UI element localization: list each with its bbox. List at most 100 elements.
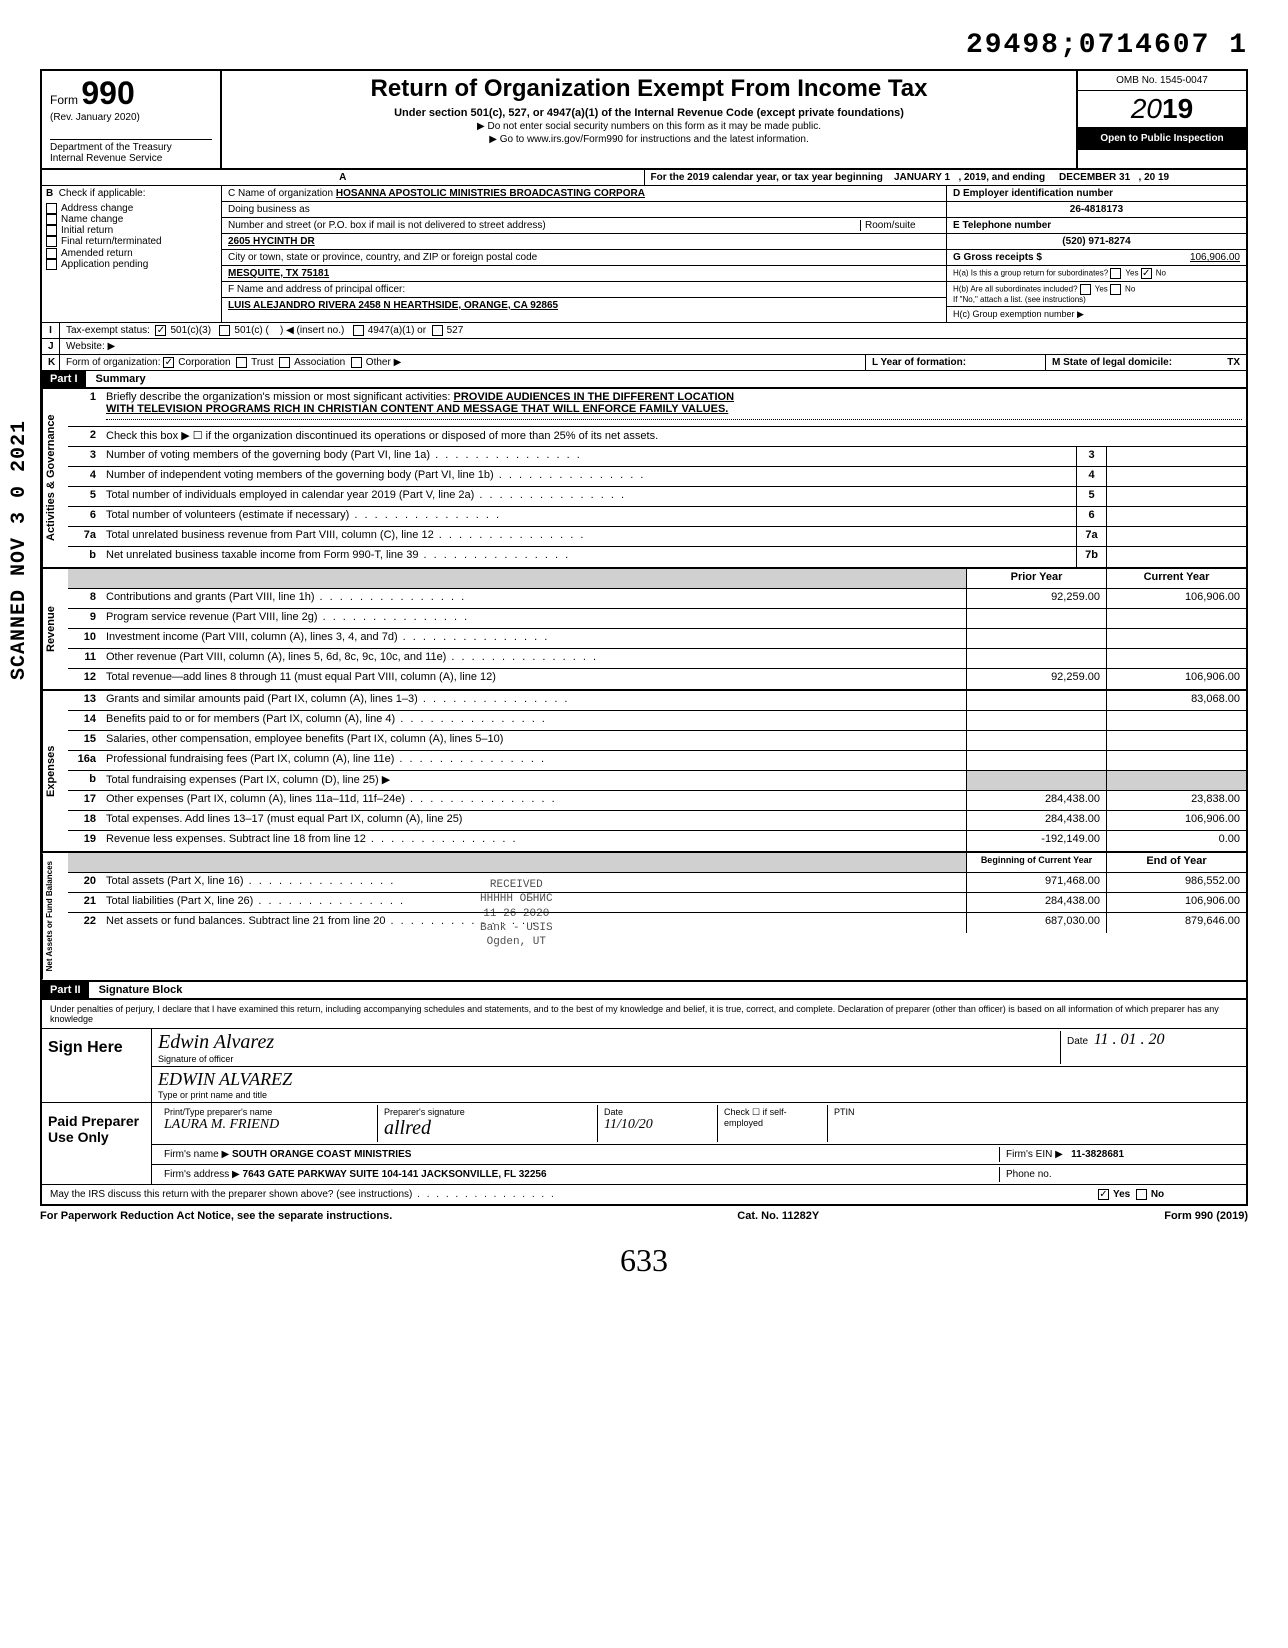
footer-mid: Cat. No. 11282Y [737, 1210, 819, 1222]
chk-pending[interactable] [46, 259, 57, 270]
tax-year-tail: , 20 19 [1139, 172, 1170, 183]
form-number: 990 [81, 75, 134, 111]
stamp-l3: 11 26 2020 [480, 907, 553, 921]
firm-ein-label: Firm's EIN ▶ [1006, 1149, 1063, 1160]
state-value: TX [1227, 357, 1240, 368]
part-ii-label: Part II [42, 982, 89, 998]
line21-begin: 284,438.00 [966, 893, 1106, 912]
footer-right: Form 990 (2019) [1164, 1210, 1248, 1222]
dept-treasury: Department of the Treasury [50, 142, 212, 153]
revenue-side-label: Revenue [42, 569, 68, 689]
form-header: Form 990 (Rev. January 2020) Department … [40, 69, 1248, 170]
signature-block: Under penalties of perjury, I declare th… [40, 1000, 1248, 1206]
tax-year-mid: , 2019, and ending [958, 172, 1045, 183]
line18-current: 106,906.00 [1106, 811, 1246, 830]
line15: Salaries, other compensation, employee b… [102, 731, 966, 750]
chk-hb-yes[interactable] [1080, 284, 1091, 295]
chk-amended[interactable] [46, 248, 57, 259]
dba-label: Doing business as [228, 204, 310, 215]
firm-addr: 7643 GATE PARKWAY SUITE 104-141 JACKSONV… [243, 1169, 547, 1180]
line19-current: 0.00 [1106, 831, 1246, 851]
paid-preparer-label: Paid Preparer Use Only [42, 1103, 152, 1184]
part-i-label: Part I [42, 371, 86, 387]
label-k: K [42, 355, 60, 370]
form-note1: ▶ Do not enter social security numbers o… [234, 121, 1064, 132]
identity-block: B Check if applicable: Address change Na… [40, 186, 1248, 323]
label-b: B [46, 188, 53, 199]
line12-prior: 92,259.00 [966, 669, 1106, 689]
chk-initial[interactable] [46, 225, 57, 236]
row-a: A For the 2019 calendar year, or tax yea… [40, 170, 1248, 186]
col-begin: Beginning of Current Year [966, 853, 1106, 872]
line6: Total number of volunteers (estimate if … [102, 507, 1076, 526]
phone-no-label: Phone no. [1000, 1167, 1240, 1182]
opt-501c3: 501(c)(3) [170, 325, 211, 336]
date-label: Date [1067, 1036, 1088, 1047]
sign-here-label: Sign Here [42, 1029, 152, 1102]
governance-section: Activities & Governance 1 Briefly descri… [40, 389, 1248, 569]
line20-begin: 971,468.00 [966, 873, 1106, 892]
ptin-label: PTIN [828, 1105, 1240, 1142]
row-j: J Website: ▶ [40, 339, 1248, 355]
opt-501c: 501(c) ( [234, 325, 268, 336]
line19: Revenue less expenses. Subtract line 18 … [102, 831, 966, 851]
document-id-number: 29498;0714607 1 [40, 30, 1248, 61]
chk-501c3[interactable] [155, 325, 166, 336]
form-label: Form [50, 93, 78, 107]
line18: Total expenses. Add lines 13–17 (must eq… [102, 811, 966, 830]
lbl-amended: Amended return [61, 248, 133, 259]
chk-501c[interactable] [219, 325, 230, 336]
lbl-final: Final return/terminated [61, 237, 162, 248]
prep-name-label: Print/Type preparer's name [164, 1107, 371, 1117]
netassets-side-label: Net Assets or Fund Balances [42, 853, 68, 979]
firm-ein: 11-3828681 [1071, 1149, 1124, 1160]
prep-sig-label: Preparer's signature [384, 1107, 591, 1117]
line10: Investment income (Part VIII, column (A)… [102, 629, 966, 648]
stamp-l4: Bank - USIS [480, 921, 553, 935]
chk-discuss-no[interactable] [1136, 1189, 1147, 1200]
chk-ha-yes[interactable] [1110, 268, 1121, 279]
chk-corp[interactable] [163, 357, 174, 368]
self-employed: Check ☐ if self-employed [718, 1105, 828, 1142]
stamp-l1: RECEIVED [480, 878, 553, 892]
discuss-no: No [1151, 1189, 1164, 1200]
gross-label: G Gross receipts $ [953, 252, 1042, 263]
irs-label: Internal Revenue Service [50, 153, 212, 164]
chk-address-change[interactable] [46, 203, 57, 214]
room-label: Room/suite [865, 220, 916, 231]
line4: Number of independent voting members of … [102, 467, 1076, 486]
part-ii-title: Signature Block [89, 982, 193, 998]
opt-527: 527 [447, 325, 464, 336]
omb-number: OMB No. 1545-0047 [1078, 71, 1246, 91]
open-public: Open to Public Inspection [1078, 127, 1246, 150]
chk-discuss-yes[interactable] [1098, 1189, 1109, 1200]
chk-name-change[interactable] [46, 214, 57, 225]
chk-other[interactable] [351, 357, 362, 368]
line1-label: Briefly describe the organization's miss… [106, 391, 450, 403]
line11: Other revenue (Part VIII, column (A), li… [102, 649, 966, 668]
city-value: MESQUITE, TX 75181 [228, 268, 329, 279]
chk-4947[interactable] [353, 325, 364, 336]
opt-trust: Trust [251, 357, 273, 368]
firm-addr-label: Firm's address ▶ [164, 1169, 240, 1180]
city-label: City or town, state or province, country… [228, 252, 537, 263]
line3: Number of voting members of the governin… [102, 447, 1076, 466]
line8-prior: 92,259.00 [966, 589, 1106, 608]
year-prefix: 20 [1131, 93, 1162, 124]
footer: For Paperwork Reduction Act Notice, see … [40, 1210, 1248, 1222]
lbl-initial: Initial return [61, 225, 113, 236]
line22-begin: 687,030.00 [966, 913, 1106, 933]
firm-name-label: Firm's name ▶ [164, 1149, 229, 1160]
line8: Contributions and grants (Part VIII, lin… [102, 589, 966, 608]
part-ii-header: Part II Signature Block [40, 982, 1248, 1000]
officer-sig-label: Signature of officer [158, 1054, 1060, 1064]
chk-final[interactable] [46, 236, 57, 247]
line16b: Total fundraising expenses (Part IX, col… [102, 771, 966, 790]
chk-trust[interactable] [236, 357, 247, 368]
line22-end: 879,646.00 [1106, 913, 1246, 933]
chk-527[interactable] [432, 325, 443, 336]
chk-assoc[interactable] [279, 357, 290, 368]
chk-hb-no[interactable] [1110, 284, 1121, 295]
chk-ha-no[interactable] [1141, 268, 1152, 279]
year-bold: 19 [1162, 93, 1193, 124]
